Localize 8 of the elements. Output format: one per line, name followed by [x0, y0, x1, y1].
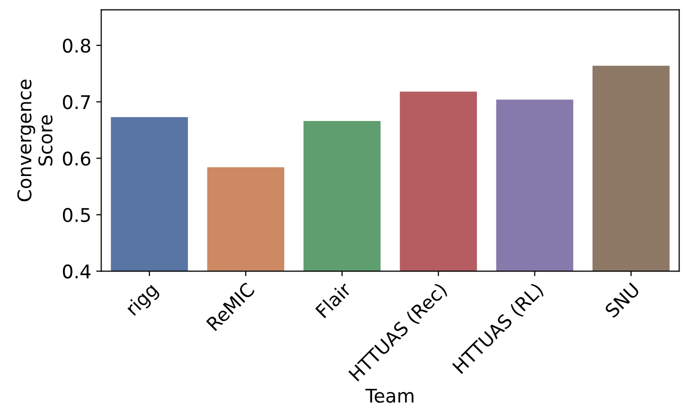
y-tick-label: 0.8: [62, 38, 90, 53]
y-axis-title: Convergence Score: [17, 80, 53, 202]
y-tick-label: 0.7: [62, 95, 90, 110]
x-axis-title: Team: [365, 388, 414, 403]
y-tick-label: 0.6: [62, 151, 90, 166]
x-tick-label: rigg: [124, 282, 162, 318]
y-tick-label: 0.4: [62, 264, 90, 279]
y-tick-label: 0.5: [62, 208, 90, 222]
